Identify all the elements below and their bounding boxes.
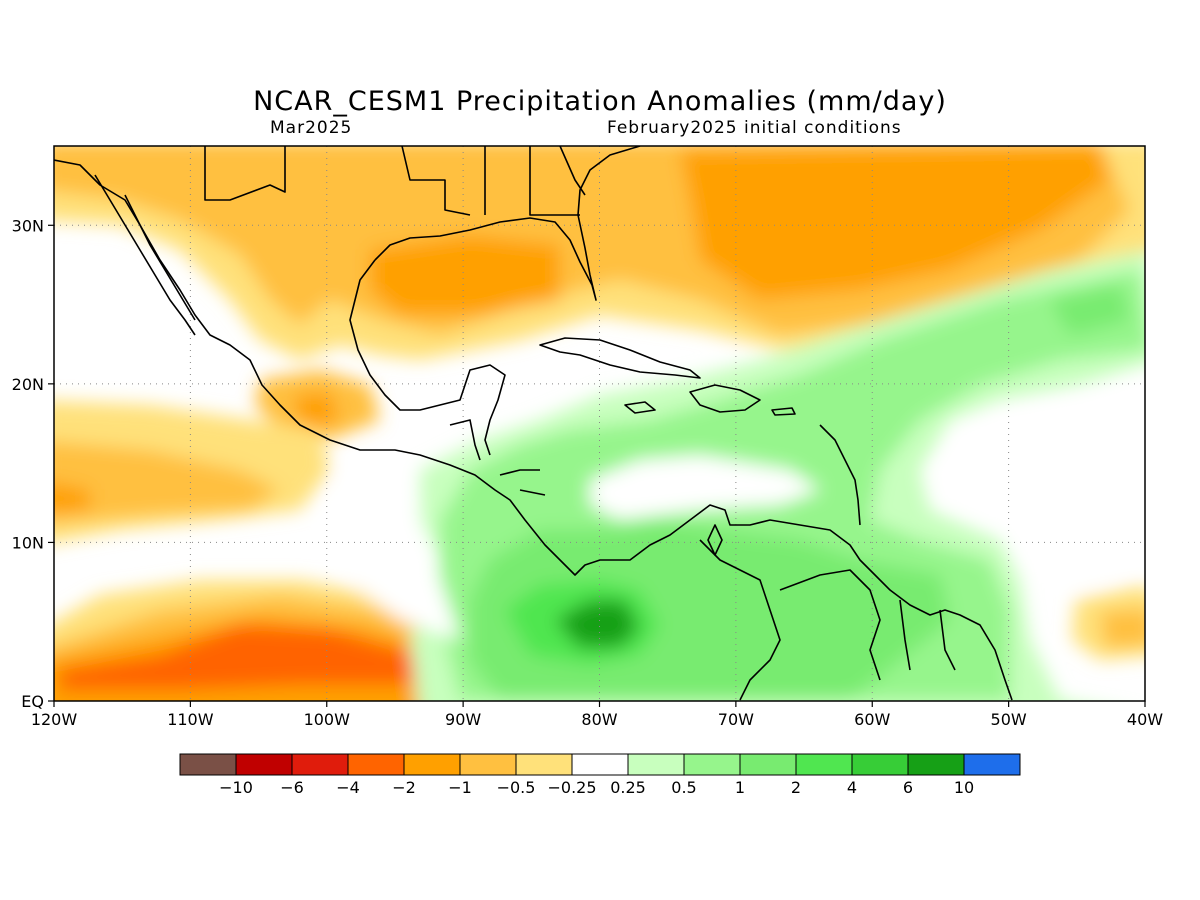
colorbar-swatch (795, 753, 853, 776)
coastlines (54, 146, 1013, 701)
map-title: NCAR_CESM1 Precipitation Anomalies (mm/d… (253, 86, 947, 117)
colorbar-swatch (403, 753, 461, 776)
us-state-lines (204, 146, 586, 216)
colorbar-swatch (179, 753, 237, 776)
lake-maracaibo (707, 524, 723, 556)
colorbar-label: −0.5 (497, 778, 536, 797)
colorbar-swatch (459, 753, 517, 776)
colorbar-swatch (571, 753, 629, 776)
lat-tick-label: 30N (12, 216, 44, 235)
jamaica (624, 401, 656, 414)
dry-spot-far-west (54, 482, 90, 514)
dry-band-east-pacific-core (54, 441, 280, 524)
lon-tick-label: 110W (167, 710, 214, 729)
lon-tick-label: 40W (1127, 710, 1163, 729)
colorbar-swatch (851, 753, 909, 776)
colorbar-label: −2 (392, 778, 416, 797)
north-america-coastline (54, 159, 1013, 701)
colorbar-label: −10 (219, 778, 253, 797)
cuba (539, 337, 701, 379)
colorbar-swatch (739, 753, 797, 776)
dry-region-atlantic (680, 146, 1110, 300)
wet-spot-atlantic (1050, 285, 1130, 335)
mexico-east-coastline (349, 259, 506, 456)
colorbar-swatch (515, 753, 573, 776)
initial-conditions-label: February2025 initial conditions (607, 118, 902, 138)
neutral-pocket-caribbean (590, 455, 820, 520)
central-america-borders (449, 419, 546, 496)
colorbar-label: 0.25 (610, 778, 646, 797)
south-america-borders (699, 539, 956, 701)
colorbar-label: −0.25 (547, 778, 596, 797)
lon-tick-label: 70W (718, 710, 754, 729)
lesser-antilles (819, 424, 861, 526)
neutral-pocket-pacific (330, 470, 460, 640)
colorbar-label: 1 (735, 778, 745, 797)
colorbar-swatch (907, 753, 965, 776)
lon-tick-label: 80W (581, 710, 617, 729)
hispaniola (689, 384, 761, 413)
anomaly-field (54, 146, 1145, 701)
baja-california (94, 174, 196, 336)
lat-lon-grid (54, 146, 1145, 701)
colorbar-swatch (683, 753, 741, 776)
colorbar-label: 6 (903, 778, 913, 797)
wet-max-pacific-colombia (555, 600, 640, 648)
lon-tick-label: 120W (31, 710, 78, 729)
map-plot-area: 120W 110W 100W 90W 80W 70W 60W 50W 40W EQ 10N 20N 30… (12, 145, 1164, 729)
colorbar-label: −4 (336, 778, 360, 797)
lon-tick-label: 100W (304, 710, 351, 729)
dry-region-equatorial-pacific-max (60, 625, 460, 690)
axis-ticks: 120W 110W 100W 90W 80W 70W 60W 50W 40W EQ 10N 20N 30… (12, 216, 1164, 729)
colorbar-swatch (291, 753, 349, 776)
colorbar: −10 −6 −4 −2 −1 −0.5 −0.25 0.25 0.5 1 2 4 6 10 (179, 753, 1021, 797)
colorbar-label: −6 (280, 778, 304, 797)
dry-region-gulf (370, 235, 560, 315)
colorbar-swatch (627, 753, 685, 776)
colorbar-label: 4 (847, 778, 857, 797)
lat-tick-label: 10N (12, 533, 44, 552)
lon-tick-label: 50W (991, 710, 1027, 729)
puerto-rico (771, 407, 796, 416)
us-gulf-coastline (374, 146, 641, 301)
colorbar-swatch (347, 753, 405, 776)
dry-spot-mexico (295, 392, 340, 430)
colorbar-swatch (235, 753, 293, 776)
colorbar-label: 10 (954, 778, 974, 797)
colorbar-label: −1 (448, 778, 472, 797)
lat-tick-label: 20N (12, 375, 44, 394)
lat-tick-label: EQ (21, 692, 44, 711)
dry-region-east-atlantic-core (1100, 608, 1145, 648)
lon-tick-label: 90W (445, 710, 481, 729)
colorbar-label: 2 (791, 778, 801, 797)
neutral-pocket-atlantic (930, 395, 1145, 590)
colorbar-label: 0.5 (671, 778, 696, 797)
lon-tick-label: 60W (854, 710, 890, 729)
forecast-month: Mar2025 (270, 118, 353, 138)
colorbar-swatch (963, 753, 1021, 776)
